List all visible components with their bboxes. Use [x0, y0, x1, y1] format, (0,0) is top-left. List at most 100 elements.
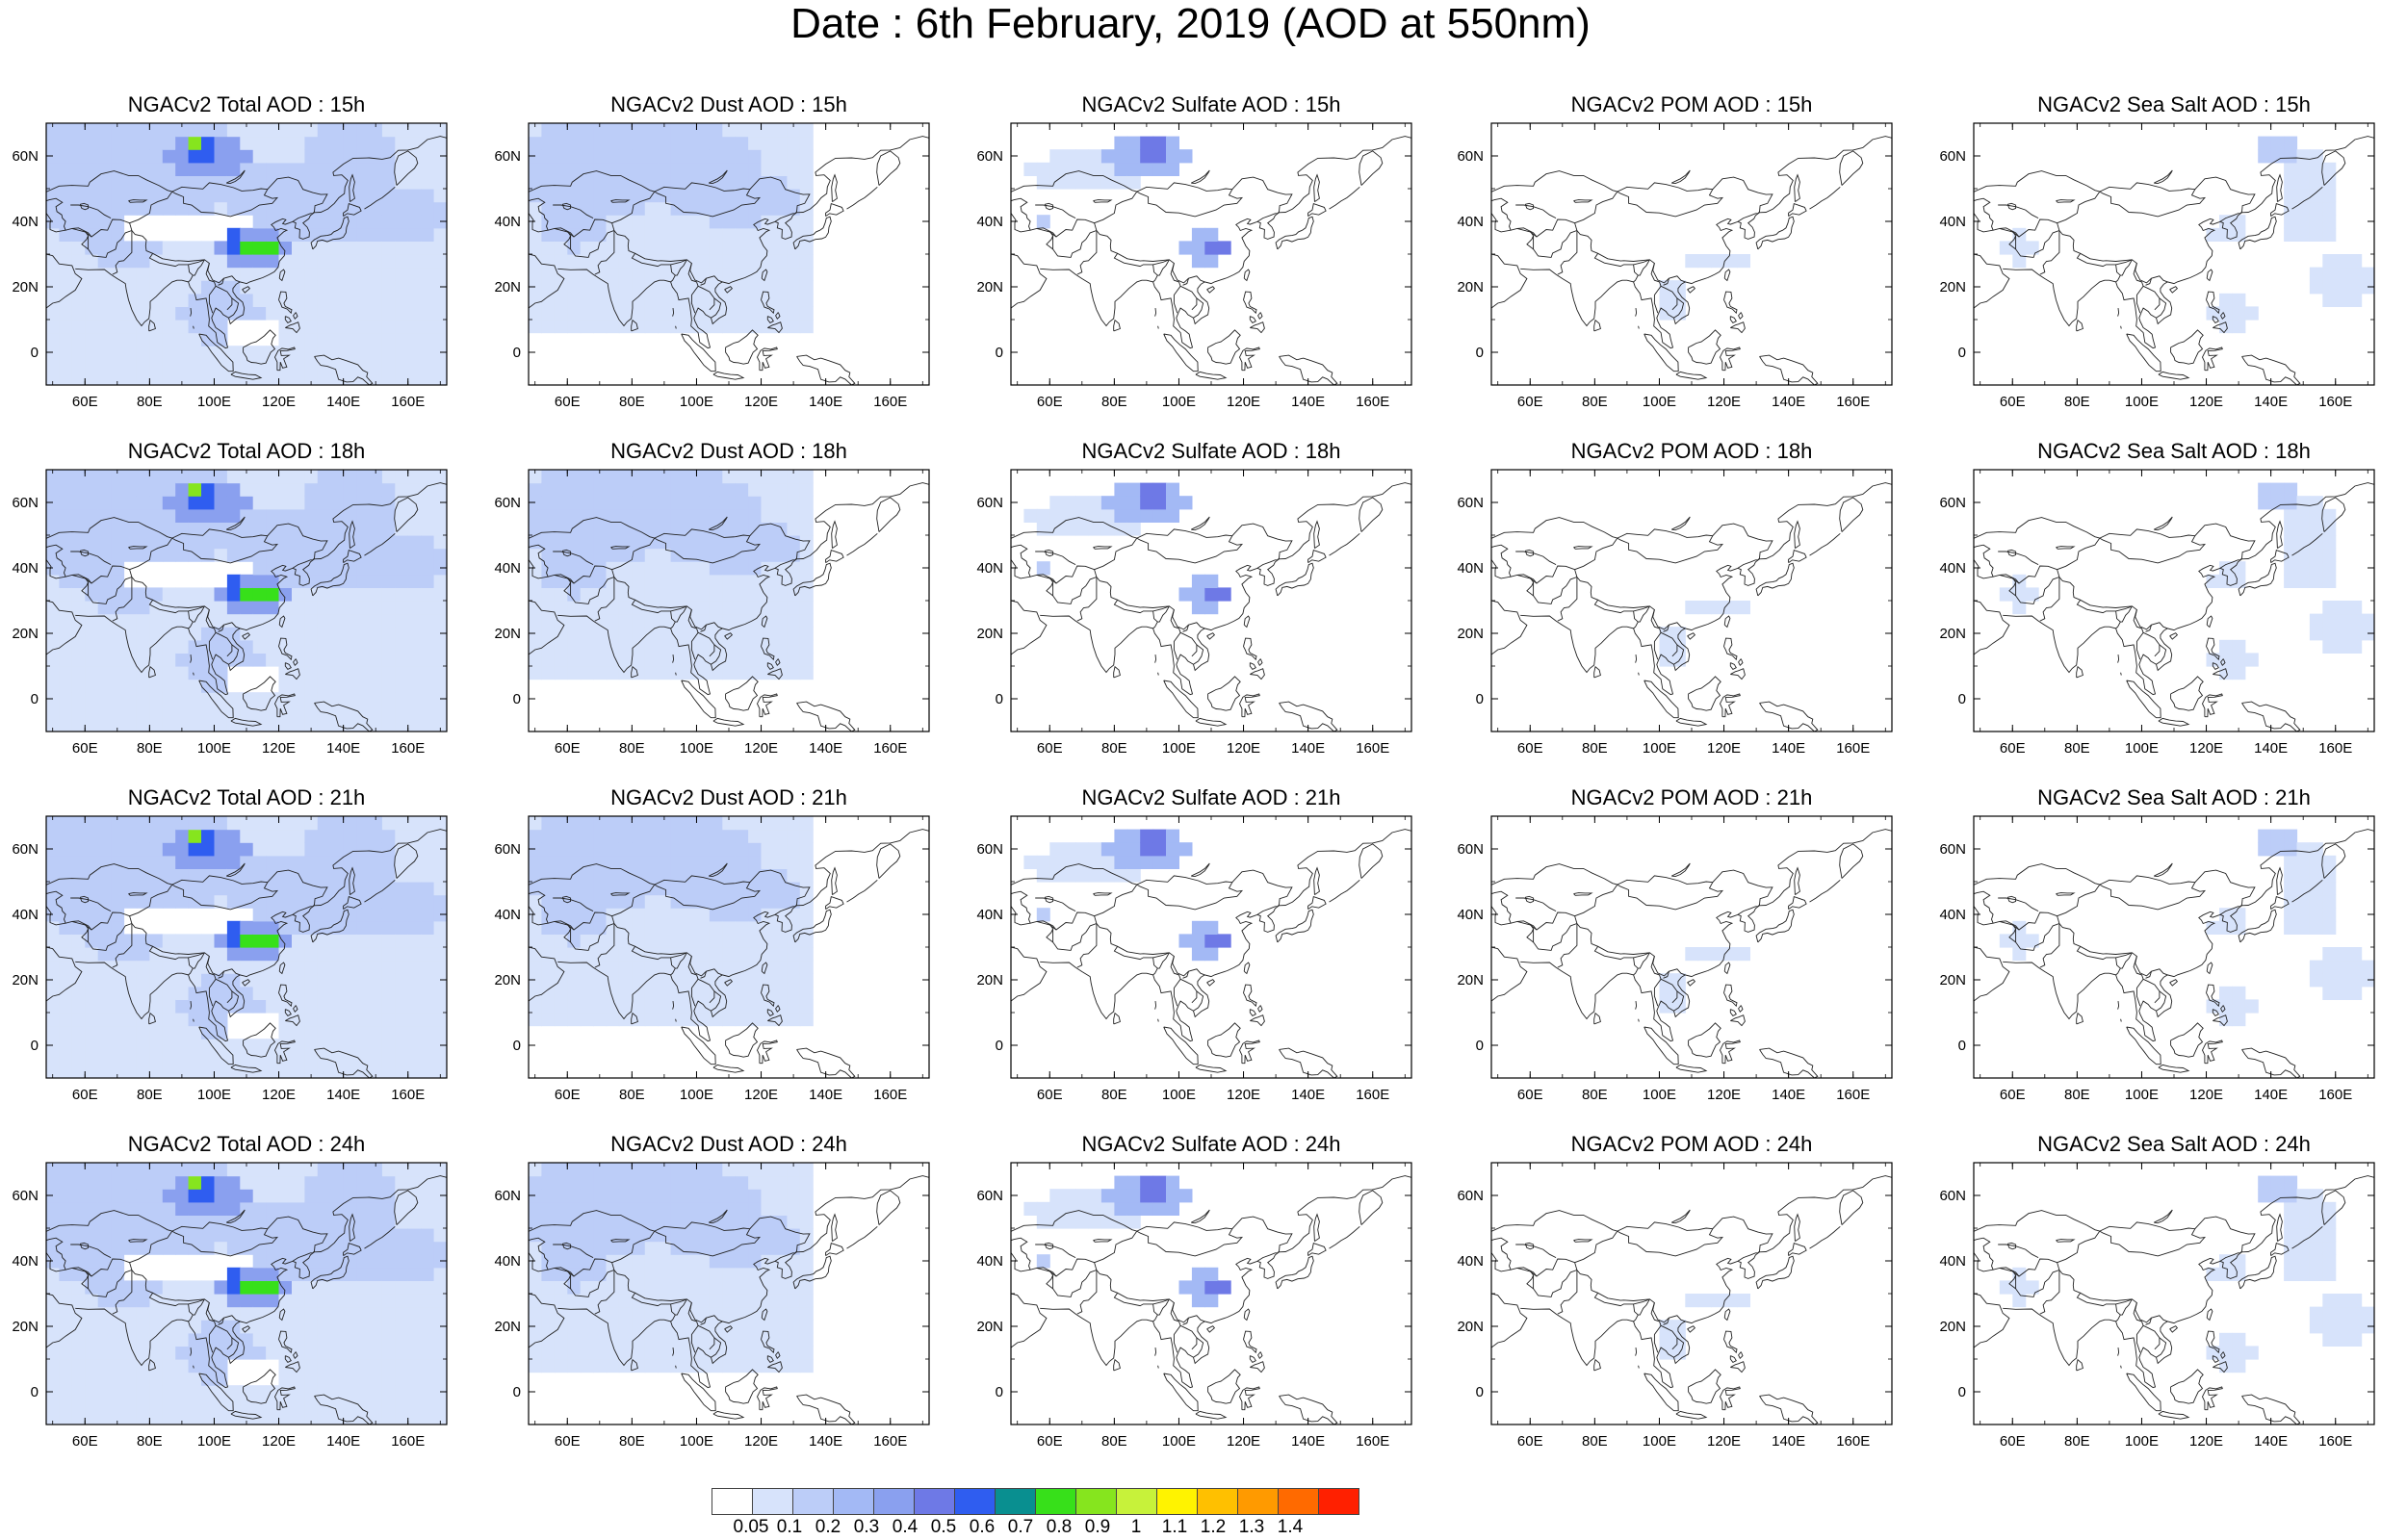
- lat-tick-label: 0: [996, 1038, 1003, 1054]
- lat-tick-label: 40N: [494, 560, 521, 577]
- lon-tick-label: 100E: [1162, 394, 1196, 410]
- lat-tick-label: 40N: [976, 907, 1003, 923]
- panel-title: NGACv2 Sea Salt AOD : 18h: [2037, 439, 2311, 463]
- lon-tick-label: 60E: [2000, 1433, 2026, 1450]
- lat-tick-label: 20N: [12, 279, 39, 295]
- lon-tick-label: 100E: [680, 394, 713, 410]
- lon-tick-label: 140E: [326, 1433, 360, 1450]
- lon-tick-label: 120E: [2189, 1087, 2223, 1103]
- lon-tick-label: 60E: [1517, 1087, 1543, 1103]
- panel-title: NGACv2 Dust AOD : 24h: [610, 1132, 847, 1156]
- colorbar-label: 0.4: [893, 1517, 918, 1538]
- lon-tick-label: 80E: [137, 740, 163, 757]
- lat-tick-label: 20N: [12, 626, 39, 642]
- lon-tick-label: 60E: [1037, 394, 1063, 410]
- lon-tick-label: 160E: [1836, 394, 1870, 410]
- lat-tick-label: 60N: [976, 495, 1003, 511]
- lat-tick-label: 20N: [1457, 972, 1484, 988]
- lat-tick-label: 40N: [1457, 214, 1484, 230]
- lon-tick-label: 80E: [1101, 1087, 1127, 1103]
- colorbar-label: 1.1: [1162, 1517, 1187, 1538]
- colorbar-label: 0.1: [777, 1517, 802, 1538]
- lat-tick-label: 60N: [1939, 1188, 1966, 1204]
- lon-tick-label: 60E: [1037, 740, 1063, 757]
- lat-tick-label: 40N: [12, 214, 39, 230]
- lon-tick-label: 140E: [1772, 1087, 1805, 1103]
- lat-tick-label: 20N: [12, 972, 39, 988]
- colorbar-swatch: [1278, 1488, 1319, 1515]
- aod-field: [529, 470, 814, 680]
- panel-title: NGACv2 POM AOD : 18h: [1571, 439, 1813, 463]
- lat-tick-label: 0: [31, 1384, 39, 1400]
- lon-tick-label: 160E: [1836, 1087, 1870, 1103]
- lon-tick-label: 140E: [809, 394, 842, 410]
- lon-tick-label: 80E: [619, 1087, 645, 1103]
- lon-tick-label: 60E: [555, 1433, 581, 1450]
- panel-title: NGACv2 Total AOD : 24h: [128, 1132, 366, 1156]
- lon-tick-label: 100E: [1643, 740, 1676, 757]
- lat-tick-label: 20N: [494, 279, 521, 295]
- lat-tick-label: 20N: [494, 1319, 521, 1335]
- lon-tick-label: 140E: [2254, 394, 2288, 410]
- lon-tick-label: 80E: [619, 740, 645, 757]
- lon-tick-label: 120E: [1707, 394, 1741, 410]
- colorbar-label: 0.5: [931, 1517, 956, 1538]
- lon-tick-label: 80E: [619, 394, 645, 410]
- lon-tick-label: 120E: [744, 1433, 778, 1450]
- lon-tick-label: 120E: [2189, 394, 2223, 410]
- lon-tick-label: 160E: [873, 394, 907, 410]
- lon-tick-label: 140E: [2254, 740, 2288, 757]
- lon-tick-label: 140E: [1291, 394, 1325, 410]
- lon-tick-label: 60E: [2000, 1087, 2026, 1103]
- lon-tick-label: 60E: [72, 1433, 98, 1450]
- lat-tick-label: 0: [513, 691, 521, 707]
- lon-tick-label: 120E: [262, 740, 296, 757]
- panel-title: NGACv2 Total AOD : 21h: [128, 785, 366, 809]
- lat-tick-label: 20N: [1939, 1319, 1966, 1335]
- lon-tick-label: 60E: [2000, 394, 2026, 410]
- lat-tick-label: 20N: [976, 626, 1003, 642]
- colorbar-swatch: [792, 1488, 834, 1515]
- lon-tick-label: 140E: [1772, 740, 1805, 757]
- lon-tick-label: 80E: [137, 1087, 163, 1103]
- lat-tick-label: 20N: [1939, 972, 1966, 988]
- colorbar-label: 0.8: [1047, 1517, 1072, 1538]
- lon-tick-label: 120E: [262, 1087, 296, 1103]
- lat-tick-label: 60N: [976, 1188, 1003, 1204]
- lat-tick-label: 40N: [1939, 214, 1966, 230]
- lat-tick-label: 40N: [976, 1253, 1003, 1270]
- lon-tick-label: 80E: [1101, 1433, 1127, 1450]
- lat-tick-label: 0: [996, 691, 1003, 707]
- lon-tick-label: 140E: [1291, 740, 1325, 757]
- aod-field: [529, 123, 814, 333]
- colorbar-label: 0.6: [970, 1517, 995, 1538]
- lat-tick-label: 60N: [1457, 495, 1484, 511]
- lon-tick-label: 100E: [197, 1087, 231, 1103]
- lon-tick-label: 160E: [1836, 740, 1870, 757]
- lon-tick-label: 100E: [2125, 740, 2159, 757]
- lon-tick-label: 140E: [326, 394, 360, 410]
- lat-tick-label: 20N: [1457, 279, 1484, 295]
- lat-tick-label: 40N: [1457, 1253, 1484, 1270]
- lon-tick-label: 80E: [137, 394, 163, 410]
- lat-tick-label: 0: [1476, 691, 1484, 707]
- lat-tick-label: 40N: [976, 560, 1003, 577]
- lon-tick-label: 140E: [2254, 1087, 2288, 1103]
- lat-tick-label: 60N: [1939, 148, 1966, 165]
- lon-tick-label: 140E: [326, 740, 360, 757]
- lat-tick-label: 40N: [494, 1253, 521, 1270]
- lon-tick-label: 60E: [555, 1087, 581, 1103]
- panel-title: NGACv2 Dust AOD : 18h: [610, 439, 847, 463]
- lon-tick-label: 100E: [680, 1087, 713, 1103]
- lon-tick-label: 140E: [1772, 1433, 1805, 1450]
- lon-tick-label: 160E: [1836, 1433, 1870, 1450]
- lon-tick-label: 80E: [2064, 1087, 2090, 1103]
